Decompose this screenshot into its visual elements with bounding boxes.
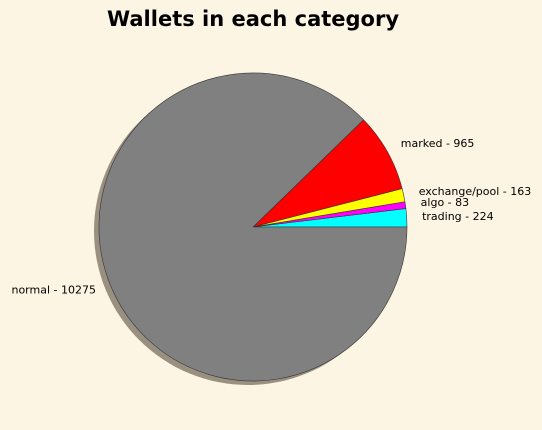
- slice-label-normal: normal - 10275: [11, 284, 96, 297]
- slice-label-exchange-pool: exchange/pool - 163: [419, 185, 532, 198]
- chart-title: Wallets in each category: [107, 7, 399, 31]
- pie-slice-normal: [98, 72, 408, 382]
- slice-label-marked: marked - 965: [401, 137, 475, 150]
- slice-label-algo: algo - 83: [421, 196, 469, 209]
- pie-slices: [98, 72, 408, 382]
- slice-label-trading: trading - 224: [422, 210, 494, 223]
